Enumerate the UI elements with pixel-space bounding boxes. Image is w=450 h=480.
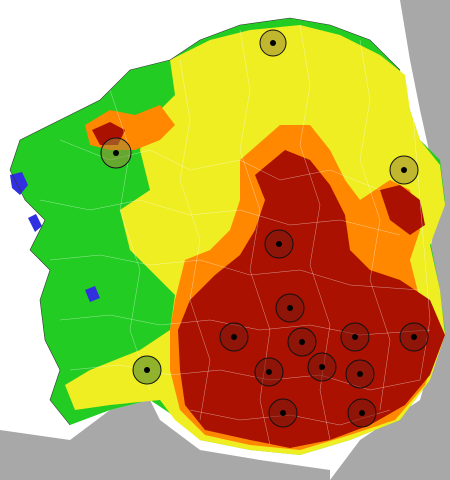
coastline — [9, 17, 401, 426]
station-dot — [144, 367, 150, 373]
stations-layer — [100, 29, 429, 428]
station-dot — [266, 369, 272, 375]
station-dot — [359, 410, 365, 416]
outside-land-east — [330, 0, 450, 480]
station-inland-4-marker[interactable] — [287, 327, 317, 357]
station-inland-3-marker[interactable] — [219, 322, 249, 352]
station-inland-8-marker[interactable] — [307, 352, 337, 382]
station-dot — [280, 410, 286, 416]
station-inland-6-marker[interactable] — [399, 322, 429, 352]
station-west-upper-marker[interactable] — [100, 137, 132, 169]
station-inland-11-marker[interactable] — [347, 398, 377, 428]
station-inland-9-marker[interactable] — [345, 359, 375, 389]
station-dot — [319, 364, 325, 370]
region-class-1-a — [10, 172, 28, 195]
station-dot — [411, 334, 417, 340]
station-inland-5-marker[interactable] — [340, 322, 370, 352]
station-south-west-marker[interactable] — [132, 355, 162, 385]
region-class-1-b — [28, 214, 42, 232]
station-dot — [357, 371, 363, 377]
station-inland-7-marker[interactable] — [254, 357, 284, 387]
outside-land-south — [0, 400, 330, 480]
region-class-5 — [178, 150, 445, 448]
region-class-1-c — [85, 286, 100, 302]
station-inland-10-marker[interactable] — [268, 398, 298, 428]
station-dot — [270, 40, 276, 46]
station-dot — [287, 305, 293, 311]
station-inland-2-marker[interactable] — [275, 293, 305, 323]
station-dot — [231, 334, 237, 340]
station-dot — [352, 334, 358, 340]
station-dot — [401, 167, 407, 173]
station-inland-1-marker[interactable] — [264, 229, 294, 259]
station-dot — [276, 241, 282, 247]
station-east-upper-marker[interactable] — [389, 155, 419, 185]
station-dot — [299, 339, 305, 345]
station-dot — [113, 150, 119, 156]
station-north-marker[interactable] — [259, 29, 287, 57]
region-class-5-east — [380, 185, 425, 235]
